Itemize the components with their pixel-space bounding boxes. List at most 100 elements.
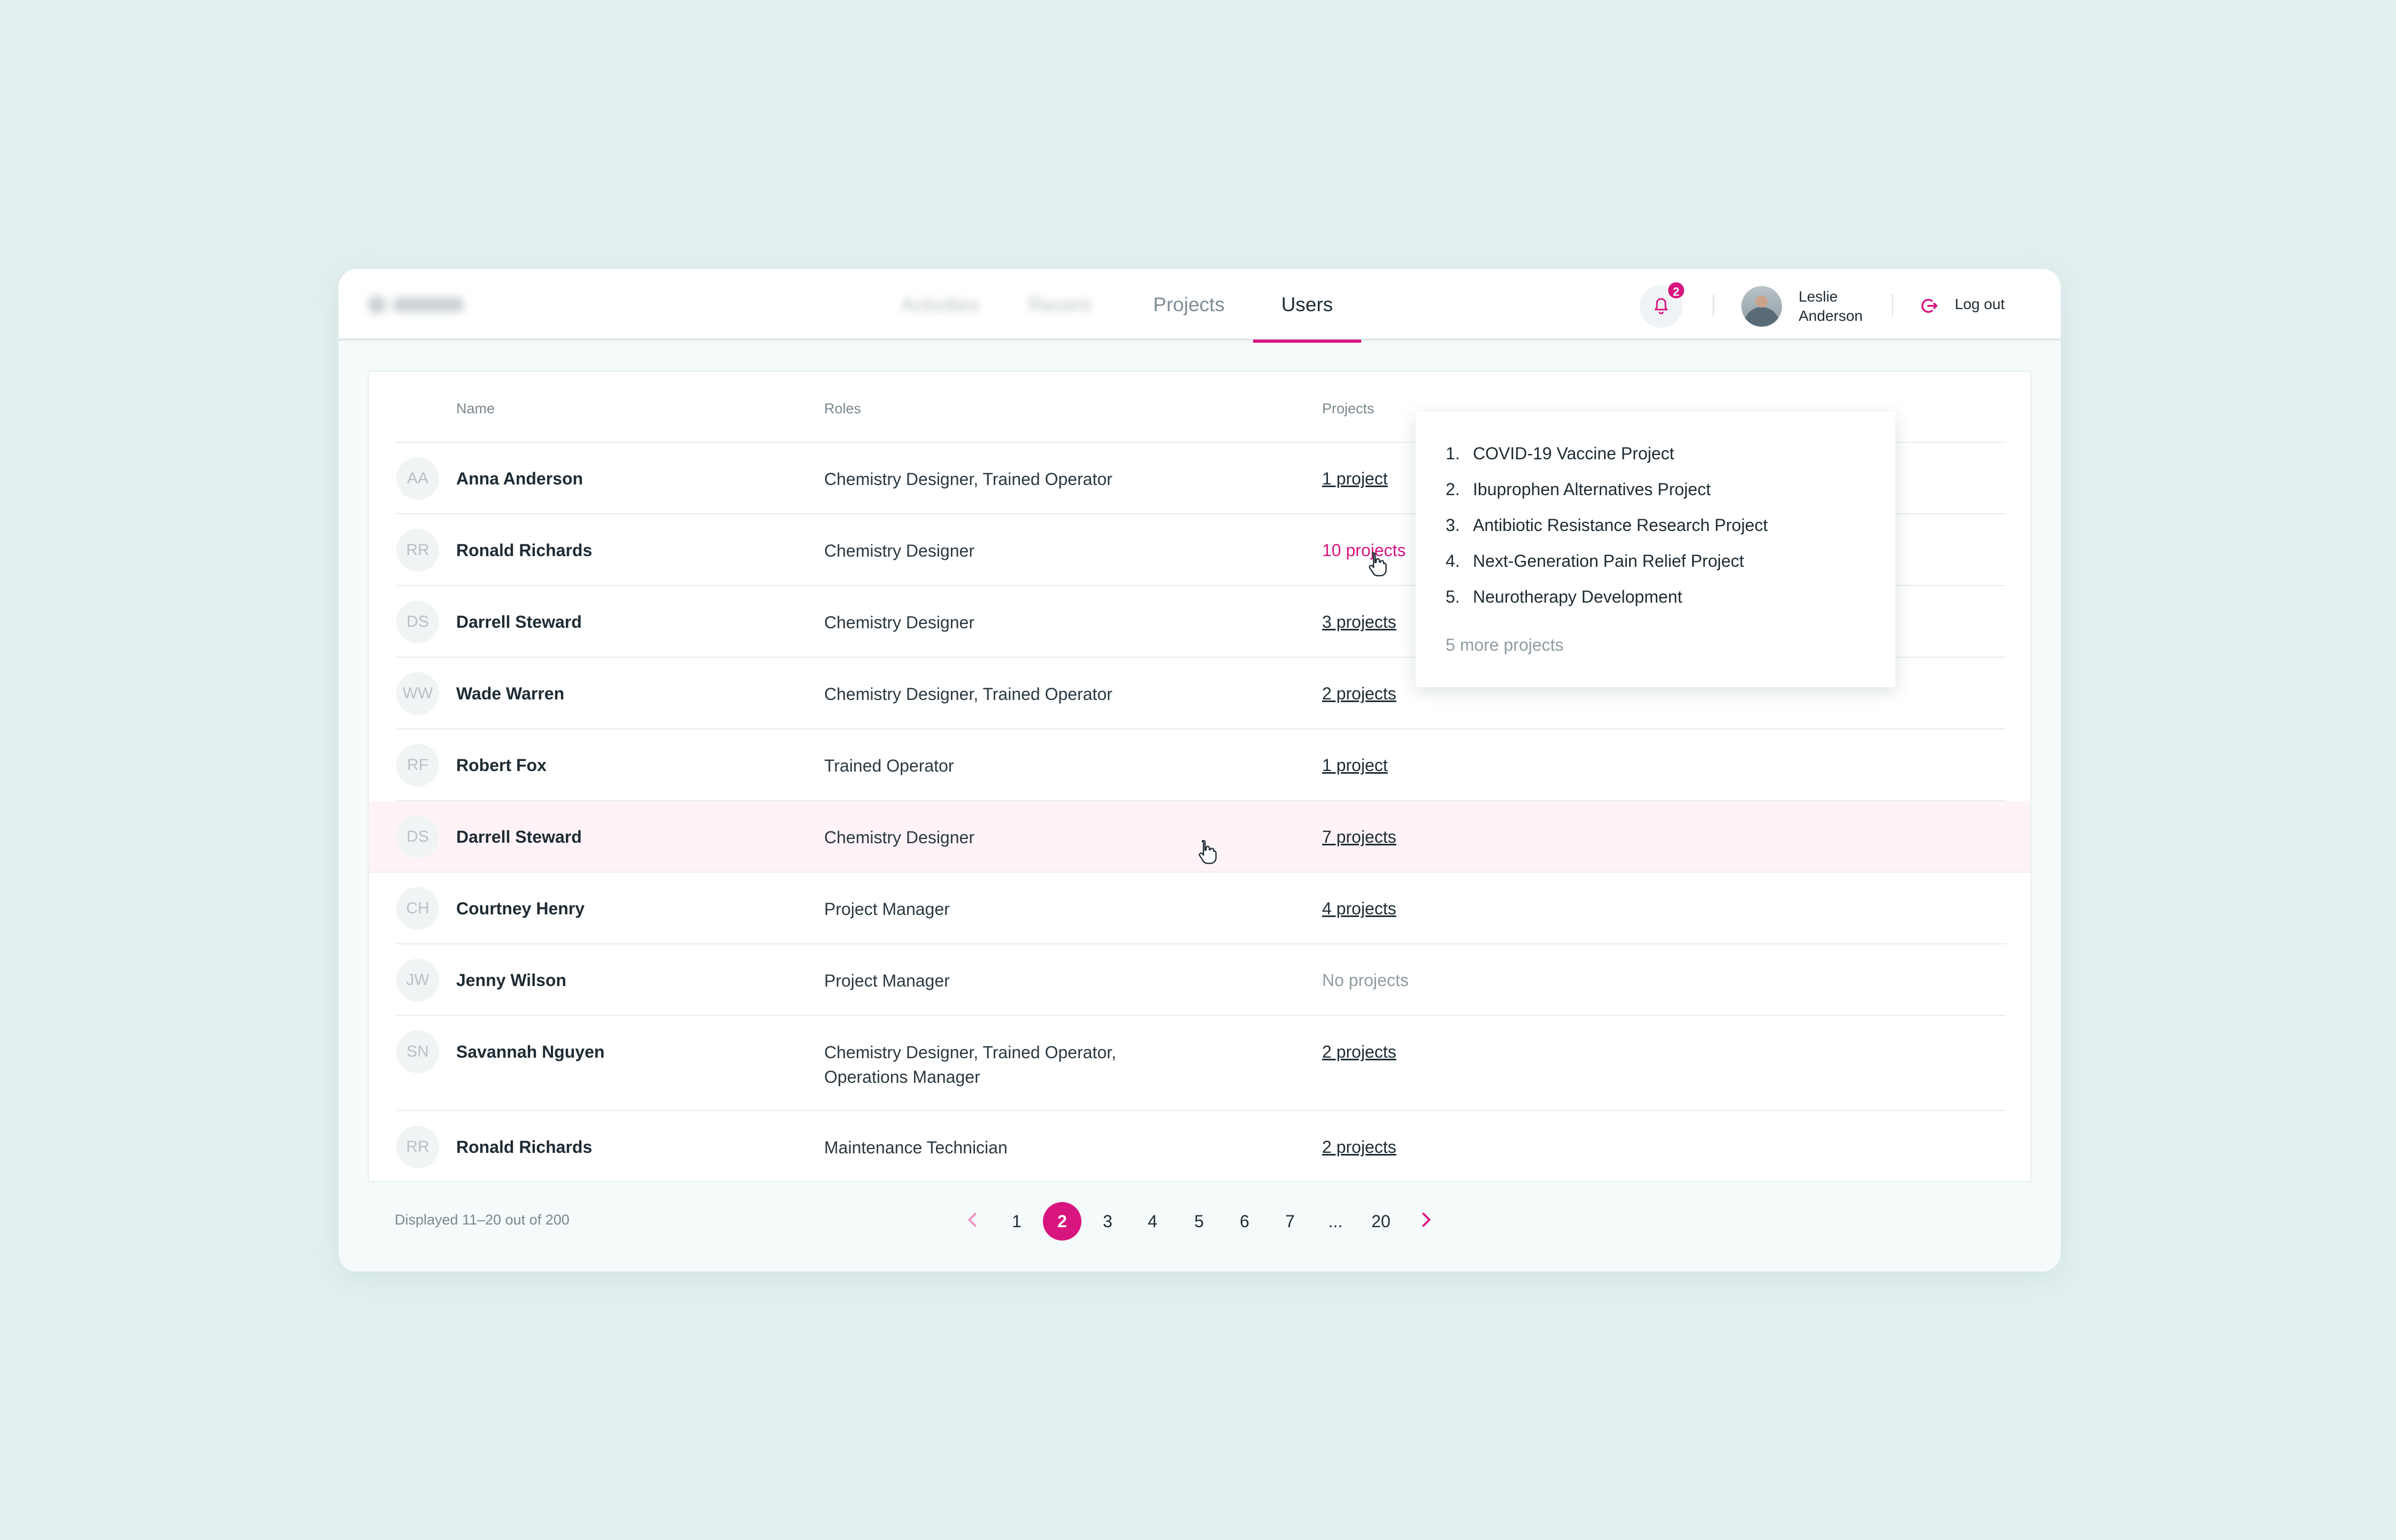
projects-link[interactable]: 10 projects (1322, 541, 1406, 560)
pagination-summary: Displayed 11–20 out of 200 (395, 1212, 570, 1228)
tab-recent[interactable]: Recent (1028, 294, 1091, 315)
header-divider (1892, 295, 1893, 316)
roles-cell: Project Manager (824, 971, 950, 990)
page-button-current[interactable]: 2 (1043, 1202, 1081, 1241)
row-divider (396, 657, 2006, 658)
projects-empty-label: No projects (1322, 971, 1409, 990)
page-button[interactable]: 4 (1148, 1212, 1157, 1231)
projects-link[interactable]: 1 project (1322, 756, 1388, 775)
tab-projects[interactable]: Projects (1153, 294, 1225, 315)
roles-cell: Maintenance Technician (824, 1138, 1008, 1157)
page-button[interactable]: 5 (1194, 1212, 1204, 1231)
table-row[interactable]: CH Courtney Henry Project Manager 4 proj… (369, 873, 2030, 944)
projects-link[interactable]: 2 projects (1322, 1137, 1396, 1157)
prev-page-icon[interactable] (965, 1212, 980, 1228)
user-name-cell: Ronald Richards (456, 1137, 593, 1157)
row-divider (396, 1015, 2006, 1016)
user-avatar[interactable] (1741, 286, 1782, 327)
column-header-projects[interactable]: Projects (1322, 401, 1374, 417)
roles-cell: Trained Operator (824, 756, 954, 775)
projects-popover: 1. COVID-19 Vaccine Project 2. Ibuprophen … (1416, 412, 1895, 687)
user-name-cell: Ronald Richards (456, 541, 593, 560)
logo-wordmark (394, 298, 463, 312)
projects-link[interactable]: 3 projects (1322, 612, 1396, 632)
row-divider (396, 1110, 2006, 1111)
logo-mark (368, 296, 386, 314)
popover-project-item[interactable]: 5. Neurotherapy Development (1446, 587, 1683, 606)
user-name-cell: Courtney Henry (456, 899, 585, 918)
popover-project-item[interactable]: 4. Next-Generation Pain Relief Project (1446, 551, 1744, 571)
roles-line: Chemistry Designer, Trained Operator, (824, 1043, 1117, 1062)
header-divider (396, 442, 2006, 443)
column-header-name[interactable]: Name (456, 401, 495, 417)
user-initials-avatar: AA (396, 457, 439, 500)
hand-cursor-icon (1199, 840, 1217, 864)
next-page-icon[interactable] (1419, 1212, 1434, 1228)
roles-cell: Project Manager (824, 899, 950, 919)
table-row[interactable]: SN Savannah Nguyen Chemistry Designer, T… (369, 1016, 2030, 1111)
tab-activities[interactable]: Activities (901, 294, 979, 315)
page-button[interactable]: 6 (1240, 1212, 1249, 1231)
roles-cell: Chemistry Designer, Trained Operator, Op… (824, 1040, 1166, 1089)
projects-link[interactable]: 4 projects (1322, 899, 1396, 918)
page-button[interactable]: 20 (1371, 1212, 1391, 1231)
user-initials-avatar: SN (396, 1030, 439, 1073)
user-name-cell: Anna Anderson (456, 469, 583, 488)
page-button[interactable]: 7 (1285, 1212, 1295, 1231)
row-divider (369, 872, 2030, 873)
row-divider (396, 513, 2006, 514)
user-name-cell: Darrell Steward (456, 612, 582, 632)
logout-icon[interactable] (1921, 297, 1939, 315)
popover-project-item[interactable]: 3. Antibiotic Resistance Research Project (1446, 515, 1768, 535)
user-name-cell: Darrell Steward (456, 827, 582, 846)
roles-line: Operations Manager (824, 1067, 980, 1087)
row-divider (396, 728, 2006, 729)
table-row[interactable]: JW Jenny Wilson Project Manager No proje… (369, 944, 2030, 1016)
roles-cell: Chemistry Designer, Trained Operator (824, 684, 1112, 704)
user-initials-avatar: RR (396, 529, 439, 572)
table-row[interactable]: WW Wade Warren Chemistry Designer, Train… (369, 658, 2030, 729)
table-row[interactable]: AA Anna Anderson Chemistry Designer, Tra… (369, 443, 2030, 514)
top-nav-bar: Activities Recent Projects Users 2 Lesli… (339, 269, 2061, 343)
roles-cell: Chemistry Designer, Trained Operator (824, 469, 1112, 489)
user-name-cell: Jenny Wilson (456, 971, 566, 990)
row-divider (396, 943, 2006, 944)
popover-more-projects[interactable]: 5 more projects (1446, 635, 1564, 654)
user-name-cell: Savannah Nguyen (456, 1042, 605, 1061)
user-initials-avatar: CH (396, 887, 439, 930)
projects-link[interactable]: 7 projects (1322, 827, 1396, 846)
popover-project-item[interactable]: 1. COVID-19 Vaccine Project (1446, 444, 1675, 463)
user-name[interactable]: Leslie Anderson (1799, 287, 1895, 326)
table-row[interactable]: RR Ronald Richards Chemistry Designer 10… (369, 514, 2030, 586)
user-name-cell: Robert Fox (456, 756, 547, 775)
table-row[interactable]: RR Ronald Richards Maintenance Technicia… (369, 1111, 2030, 1181)
page-button[interactable]: 1 (1012, 1212, 1022, 1231)
row-divider (396, 800, 2006, 801)
page-ellipsis: ... (1328, 1212, 1343, 1231)
page-button[interactable]: 3 (1103, 1212, 1112, 1231)
roles-cell: Chemistry Designer (824, 541, 974, 560)
bell-icon (1654, 298, 1668, 314)
table-row[interactable]: RF Robert Fox Trained Operator 1 project (369, 729, 2030, 801)
projects-link[interactable]: 2 projects (1322, 1042, 1396, 1061)
column-header-roles[interactable]: Roles (824, 401, 862, 417)
projects-link[interactable]: 2 projects (1322, 684, 1396, 703)
popover-project-item[interactable]: 2. Ibuprophen Alternatives Project (1446, 480, 1711, 499)
app-logo[interactable] (368, 291, 464, 318)
header-divider (1712, 295, 1714, 316)
user-last-name: Anderson (1799, 307, 1863, 324)
user-initials-avatar: RR (396, 1126, 439, 1168)
logout-button[interactable]: Log out (1955, 296, 2005, 312)
projects-link[interactable]: 1 project (1322, 469, 1388, 488)
user-initials-avatar: WW (396, 672, 439, 715)
user-initials-avatar: DS (396, 600, 439, 643)
roles-cell: Chemistry Designer (824, 828, 974, 847)
user-name-cell: Wade Warren (456, 684, 565, 703)
table-row-hovered[interactable]: DS Darrell Steward Chemistry Designer 7 … (369, 801, 2030, 873)
table-row[interactable]: DS Darrell Steward Chemistry Designer 3 … (369, 586, 2030, 658)
hand-cursor-icon (1369, 552, 1387, 576)
user-initials-avatar: RF (396, 744, 439, 787)
roles-cell: Chemistry Designer (824, 613, 974, 632)
row-divider (396, 585, 2006, 586)
tab-users[interactable]: Users (1253, 269, 1361, 343)
